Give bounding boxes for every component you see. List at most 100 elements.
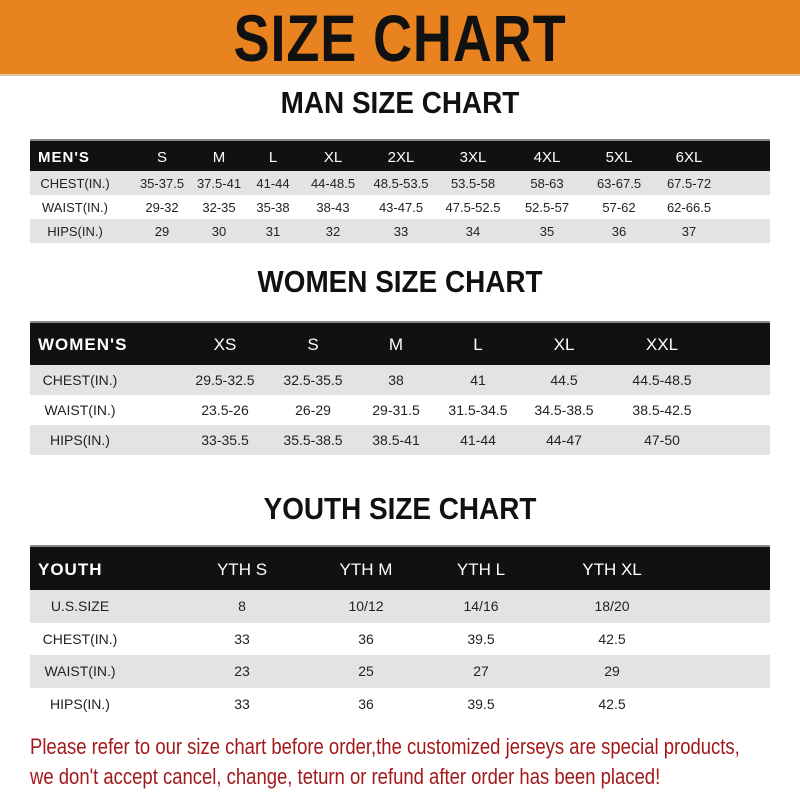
size-value: 23 [234, 663, 250, 680]
size-value: 36 [358, 695, 374, 712]
header-row: WOMEN'S XS S M L XL XXL [30, 321, 770, 367]
men-size-table: MEN'S S M L XL 2XL 3XL 4XL 5XL 6XL CHEST(IN.) 35-37… [30, 139, 770, 243]
row-label: CHEST(IN.) [40, 175, 110, 191]
table-row: HIPS(IN.) 33-35.5 35.5-38.5 38.5-41 41-44 44-… [30, 425, 770, 455]
size-value: 29 [154, 223, 170, 239]
row-label: CHEST(IN.) [42, 372, 118, 388]
size-header: S [307, 335, 319, 354]
size-header: 4XL [533, 148, 561, 166]
size-value: 38.5-41 [372, 432, 420, 448]
size-header: XL [323, 148, 343, 166]
banner: SIZE CHART [0, 0, 800, 76]
size-header: 5XL [605, 148, 633, 166]
table-row: U.S.SIZE 8 10/12 14/16 18/20 [30, 590, 770, 623]
size-value: 41-44 [256, 175, 290, 191]
size-value: 34 [465, 223, 481, 239]
size-value: 43-47.5 [378, 199, 424, 215]
size-value: 35 [539, 223, 555, 239]
table-row: HIPS(IN.) 33 36 39.5 42.5 [30, 687, 770, 720]
size-header: YTH L [456, 559, 506, 579]
row-label: HIPS(IN.) [47, 223, 103, 239]
size-header: YTH M [339, 559, 393, 579]
size-value: 38.5-42.5 [632, 402, 692, 418]
table-row: CHEST(IN.) 35-37.5 37.5-41 41-44 44-48.5 48.5… [30, 171, 770, 195]
size-value: 33 [393, 223, 409, 239]
size-header: XS [213, 335, 237, 354]
size-value: 62-66.5 [666, 199, 712, 215]
size-value: 58-63 [530, 175, 564, 191]
size-value: 26-29 [295, 402, 331, 418]
size-value: 36 [611, 223, 627, 239]
size-value: 10/12 [348, 598, 384, 615]
youth-size-table: YOUTH YTH S YTH M YTH L YTH XL U.S.SIZE 8 10/12… [30, 545, 770, 720]
row-label: WAIST(IN.) [42, 199, 108, 215]
size-header: 2XL [387, 148, 415, 166]
size-value: 32.5-35.5 [283, 372, 343, 388]
size-value: 48.5-53.5 [373, 175, 429, 191]
size-value: 29-32 [145, 199, 179, 215]
size-value: 44.5 [550, 372, 578, 388]
size-value: 39.5 [467, 630, 495, 647]
size-value: 42.5 [598, 630, 626, 647]
row-label: CHEST(IN.) [42, 630, 118, 647]
banner-title: SIZE CHART [233, 1, 567, 75]
header-row: MEN'S S M L XL 2XL 3XL 4XL 5XL 6XL [30, 139, 770, 173]
size-value: 18/20 [594, 598, 630, 615]
size-value: 25 [358, 663, 374, 680]
size-value: 14/16 [463, 598, 499, 615]
size-header: 3XL [459, 148, 487, 166]
table-corner-label: MEN'S [38, 148, 90, 166]
size-value: 33 [234, 630, 250, 647]
size-value: 38 [388, 372, 404, 388]
size-value: 31.5-34.5 [448, 402, 508, 418]
size-value: 35-38 [256, 199, 290, 215]
row-label: WAIST(IN.) [44, 663, 116, 680]
header-row: YOUTH YTH S YTH M YTH L YTH XL [30, 545, 770, 592]
size-value: 39.5 [467, 695, 495, 712]
size-value: 47.5-52.5 [445, 199, 501, 215]
size-value: 67.5-72 [666, 175, 712, 191]
size-header: YTH S [216, 559, 268, 579]
size-value: 35.5-38.5 [283, 432, 343, 448]
size-value: 42.5 [598, 695, 626, 712]
size-value: 32 [325, 223, 341, 239]
size-value: 31 [265, 223, 281, 239]
size-value: 30 [211, 223, 227, 239]
size-value: 29.5-32.5 [195, 372, 255, 388]
size-value: 34.5-38.5 [534, 402, 594, 418]
size-value: 33-35.5 [201, 432, 249, 448]
size-header: M [388, 335, 404, 354]
size-header: XL [553, 335, 575, 354]
women-size-table: WOMEN'S XS S M L XL XXL CHEST(IN.) 29.5-32.5 32.5… [30, 321, 770, 455]
youth-section-title: YOUTH SIZE CHART [263, 491, 537, 526]
size-value: 53.5-58 [450, 175, 496, 191]
size-value: 32-35 [202, 199, 236, 215]
size-header: M [212, 148, 226, 166]
size-value: 29-31.5 [372, 402, 420, 418]
table-corner-label: YOUTH [38, 559, 103, 579]
men-section-title: MAN SIZE CHART [280, 85, 520, 120]
size-header: L [268, 148, 278, 166]
size-value: 23.5-26 [201, 402, 249, 418]
table-row: WAIST(IN.) 29-32 32-35 35-38 38-43 43-47.5 47.… [30, 195, 770, 219]
row-label: WAIST(IN.) [44, 402, 116, 418]
table-row: CHEST(IN.) 33 36 39.5 42.5 [30, 622, 770, 655]
size-value: 36 [358, 630, 374, 647]
size-value: 8 [238, 598, 246, 615]
size-value: 37.5-41 [196, 175, 242, 191]
table-row: HIPS(IN.) 29 30 31 32 33 34 35 36 37 [30, 219, 770, 243]
size-header: L [473, 335, 483, 354]
row-label: HIPS(IN.) [50, 432, 110, 448]
size-value: 33 [234, 695, 250, 712]
size-value: 29 [604, 663, 620, 680]
size-value: 44-47 [546, 432, 582, 448]
size-header: S [156, 148, 168, 166]
size-value: 38-43 [316, 199, 350, 215]
size-header: XXL [645, 335, 679, 354]
size-value: 27 [473, 663, 489, 680]
notice-line-1: Please refer to our size chart before or… [30, 734, 740, 759]
size-value: 35-37.5 [139, 175, 185, 191]
row-label: U.S.SIZE [50, 598, 110, 615]
table-row: WAIST(IN.) 23.5-26 26-29 29-31.5 31.5-34.5 34… [30, 395, 770, 425]
size-value: 63-67.5 [596, 175, 642, 191]
